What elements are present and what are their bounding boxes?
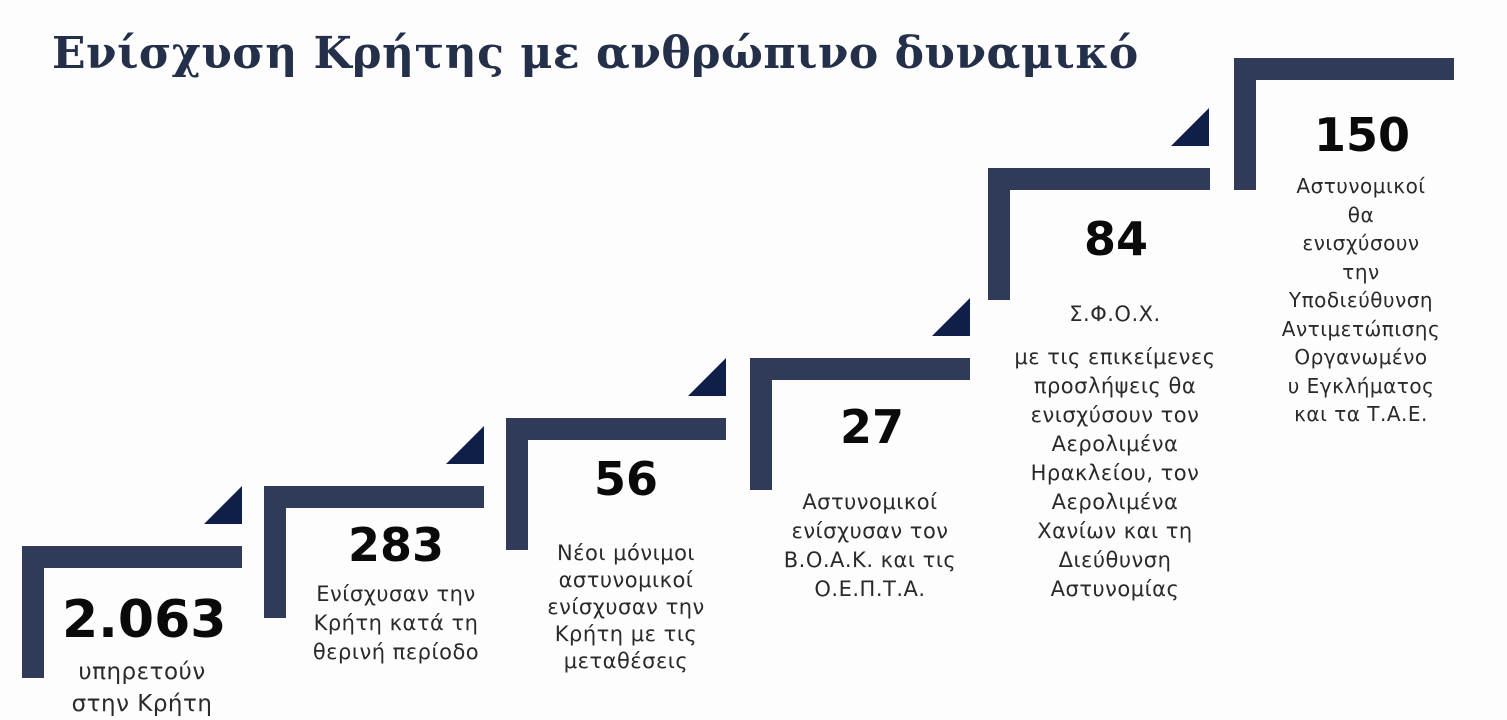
step-3-line: Νέοι μόνιμοι bbox=[556, 541, 696, 565]
step-5-line: Αστυνομίας bbox=[1050, 577, 1180, 601]
step-5-line bbox=[1004, 329, 1226, 343]
step-3-line: αστυνομικοί bbox=[558, 568, 694, 592]
step-4-line: Ο.Ε.Π.Τ.Α. bbox=[814, 577, 926, 601]
step-1-line: υπηρετούν bbox=[78, 659, 206, 685]
step-5-corner-triangle bbox=[1171, 108, 1209, 146]
step-1-corner-triangle bbox=[204, 486, 242, 524]
step-6-line: υ Εγκλήματος bbox=[1287, 373, 1435, 398]
step-2-bar-horizontal bbox=[264, 486, 484, 508]
step-5-line: με τις επικείμενες bbox=[1014, 345, 1216, 369]
step-6-line: ενισχύσουν bbox=[1302, 231, 1420, 255]
step-1-value: 2.063 bbox=[62, 590, 227, 650]
step-1-description: υπηρετούν στην Κρήτη bbox=[52, 656, 232, 720]
step-6-line: Υποδιεύθυνση bbox=[1288, 288, 1434, 312]
step-4-description: Αστυνομικοί ενίσχυσαν τον Β.Ο.Α.Κ. και τ… bbox=[770, 488, 970, 604]
step-3-value: 56 bbox=[593, 452, 658, 506]
step-5-value: 84 bbox=[1083, 212, 1148, 266]
step-6-description: Αστυνομικοί θα ενισχύσουν την Υποδιεύθυν… bbox=[1266, 172, 1456, 429]
step-4-bar-horizontal bbox=[750, 358, 970, 380]
step-3-description: Νέοι μόνιμοι αστυνομικοί ενίσχυσαν την Κ… bbox=[526, 540, 726, 675]
step-5-bar-vertical bbox=[988, 168, 1010, 300]
step-2-value: 283 bbox=[347, 518, 445, 572]
step-6-line: Οργανωμένο bbox=[1294, 345, 1428, 369]
step-5-line: Ηρακλείου, τον bbox=[1030, 461, 1200, 485]
step-2-line: Κρήτη κατά τη bbox=[313, 611, 479, 635]
step-4-line: Αστυνομικοί bbox=[802, 490, 938, 514]
step-5-line: Αερολιμένα bbox=[1051, 432, 1179, 456]
step-6-line: και τα Τ.Α.Ε. bbox=[1294, 402, 1428, 426]
step-4-line: ενίσχυσαν τον bbox=[791, 519, 949, 543]
step-4-value: 27 bbox=[839, 400, 904, 454]
step-2-bar-vertical bbox=[264, 486, 286, 618]
step-4-bar-vertical bbox=[750, 358, 772, 490]
step-2-description: Ενίσχυσαν την Κρήτη κατά τη θερινή περίο… bbox=[296, 580, 496, 667]
step-6-line: Αστυνομικοί bbox=[1296, 174, 1426, 198]
page-title: Ενίσχυση Κρήτης με ανθρώπινο δυναμικό bbox=[52, 28, 1139, 79]
step-3-bar-horizontal bbox=[506, 418, 726, 440]
step-1-bar-horizontal bbox=[22, 546, 242, 568]
step-5-line: προσλήψεις θα bbox=[1033, 374, 1197, 398]
step-6-line: θα bbox=[1347, 202, 1375, 227]
step-6-line: Αντιμετώπισης bbox=[1281, 316, 1441, 341]
step-1-line: στην Κρήτη bbox=[71, 691, 213, 717]
step-5-line: Χανίων και τη bbox=[1037, 519, 1193, 543]
step-6-value: 150 bbox=[1313, 108, 1411, 162]
step-5-description: Σ.Φ.Ο.Χ. με τις επικείμενες προσλήψεις θ… bbox=[1004, 300, 1226, 604]
step-2-line: θερινή περίοδο bbox=[312, 640, 480, 664]
step-4-corner-triangle bbox=[932, 298, 970, 336]
step-3-line: Κρήτη με τις bbox=[554, 622, 698, 646]
step-6-bar-vertical bbox=[1234, 58, 1256, 190]
step-5-line: ενισχύσουν τον bbox=[1030, 403, 1200, 427]
step-3-line: ενίσχυσαν την bbox=[547, 595, 705, 619]
step-1-bar-vertical bbox=[22, 546, 44, 678]
step-5-line: Αερολιμένα bbox=[1051, 490, 1179, 514]
step-4-line: Β.Ο.Α.Κ. και τις bbox=[783, 548, 957, 572]
step-2-line: Ενίσχυσαν την bbox=[316, 582, 476, 606]
step-5-line: Σ.Φ.Ο.Χ. bbox=[1069, 302, 1161, 326]
step-6-bar-horizontal bbox=[1234, 58, 1454, 80]
step-3-corner-triangle bbox=[688, 358, 726, 396]
step-3-line: μεταθέσεις bbox=[563, 649, 689, 673]
step-5-bar-horizontal bbox=[988, 168, 1210, 190]
step-3-bar-vertical bbox=[506, 418, 528, 550]
step-2-corner-triangle bbox=[446, 426, 484, 464]
step-6-line: την bbox=[1342, 259, 1380, 284]
step-5-line: Διεύθυνση bbox=[1058, 548, 1172, 572]
